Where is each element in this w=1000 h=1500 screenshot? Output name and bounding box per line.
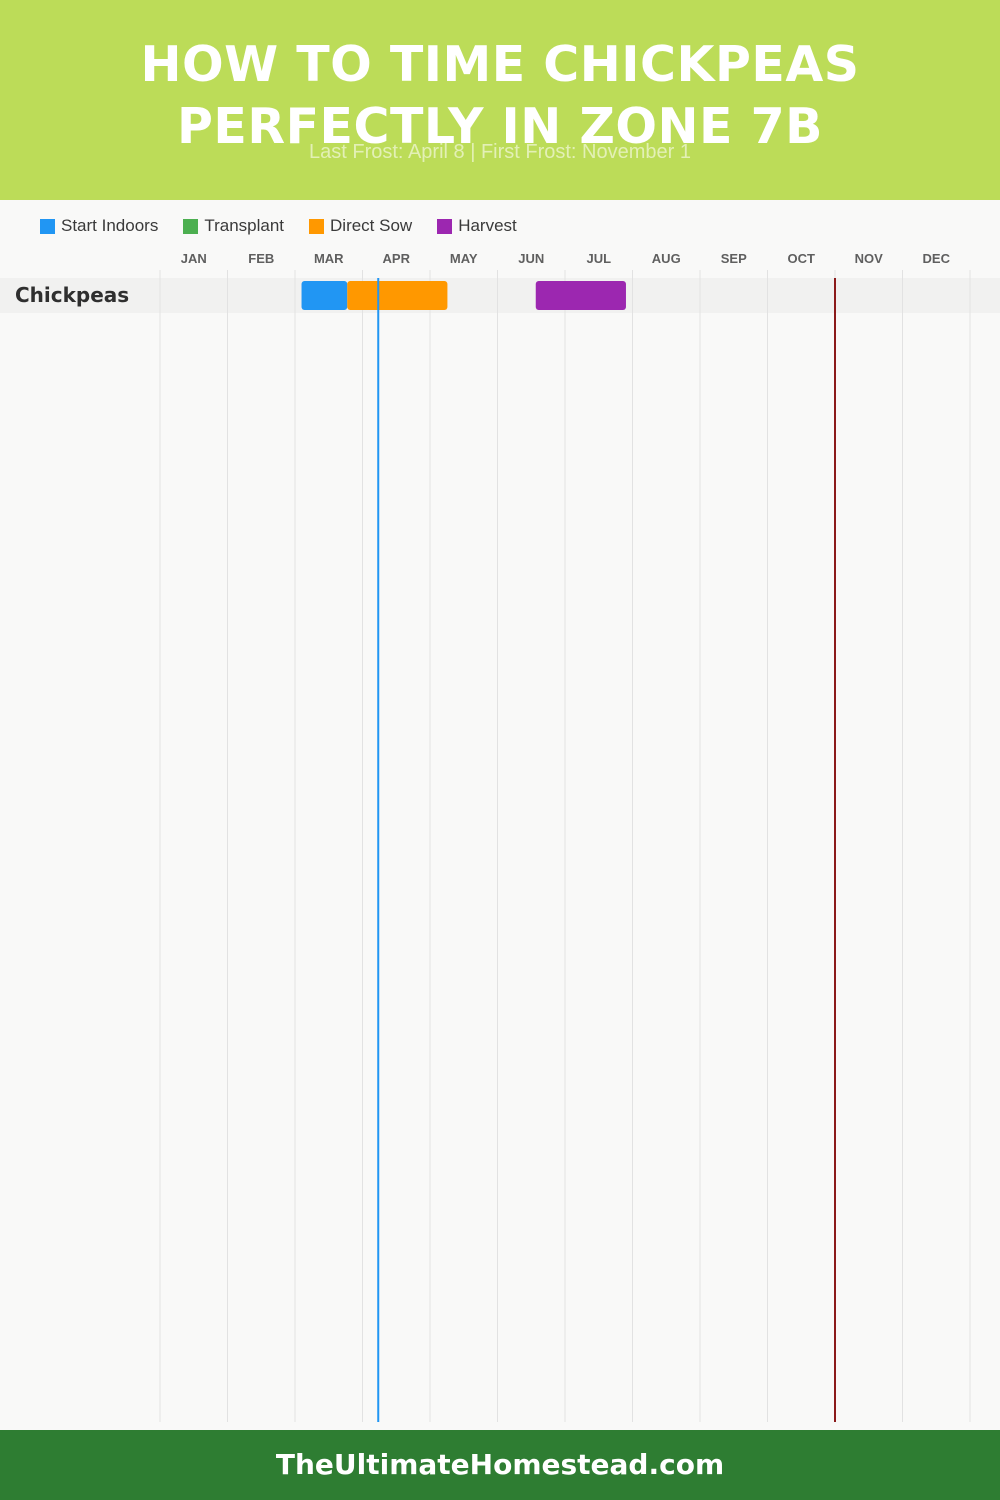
month-label-jan: JAN (181, 251, 207, 266)
month-label-apr: APR (383, 251, 411, 266)
footer-site-link[interactable]: TheUltimateHomestead.com (275, 1448, 725, 1481)
planting-calendar-chart: JAN FEB MAR APR MAY JUN JUL AUG SEP OCT NOV DEC Chic… (0, 251, 1000, 1422)
month-label-may: MAY (450, 251, 478, 266)
legend-swatch-start-indoors (40, 218, 55, 234)
month-label-jul: JUL (586, 251, 611, 266)
month-label-sep: SEP (721, 251, 747, 266)
legend-item-direct-sow: Direct Sow (309, 216, 412, 236)
month-label-dec: DEC (923, 251, 951, 266)
month-label-mar: MAR (314, 251, 344, 266)
legend-item-harvest: Harvest (437, 216, 517, 236)
legend: Start Indoors Transplant Direct Sow Harv… (40, 214, 542, 238)
legend-label-direct-sow: Direct Sow (330, 216, 413, 235)
crop-row-background (0, 278, 1000, 313)
legend-label-transplant: Transplant (204, 216, 285, 235)
bar-direct-sow (347, 281, 448, 310)
page-title: How to Time Chickpeas Perfectly in Zone … (0, 34, 1000, 158)
month-label-jun: JUN (518, 251, 544, 266)
footer-banner: TheUltimateHomestead.com (0, 1430, 1000, 1500)
bar-harvest (535, 281, 626, 310)
header-banner: How to Time Chickpeas Perfectly in Zone … (0, 0, 1000, 200)
frost-dates-subtitle: Last Frost: April 8 | First Frost: Novem… (309, 141, 691, 163)
legend-swatch-direct-sow (309, 218, 325, 234)
legend-swatch-transplant (183, 218, 199, 234)
month-label-aug: AUG (652, 251, 681, 266)
legend-swatch-harvest (437, 218, 453, 234)
legend-label-harvest: Harvest (458, 216, 517, 235)
legend-item-transplant: Transplant (183, 216, 284, 236)
month-label-oct: OCT (788, 251, 816, 266)
month-label-feb: FEB (248, 251, 274, 266)
legend-label-start-indoors: Start Indoors (61, 216, 159, 235)
bar-start-indoors (301, 281, 348, 310)
legend-item-start-indoors: Start Indoors (40, 216, 158, 236)
month-label-nov: NOV (855, 251, 884, 266)
title-line-2: Perfectly in Zone 7B (176, 98, 824, 155)
title-line-1: How to Time Chickpeas (140, 36, 860, 93)
crop-label-chickpeas: Chickpeas (15, 283, 129, 307)
